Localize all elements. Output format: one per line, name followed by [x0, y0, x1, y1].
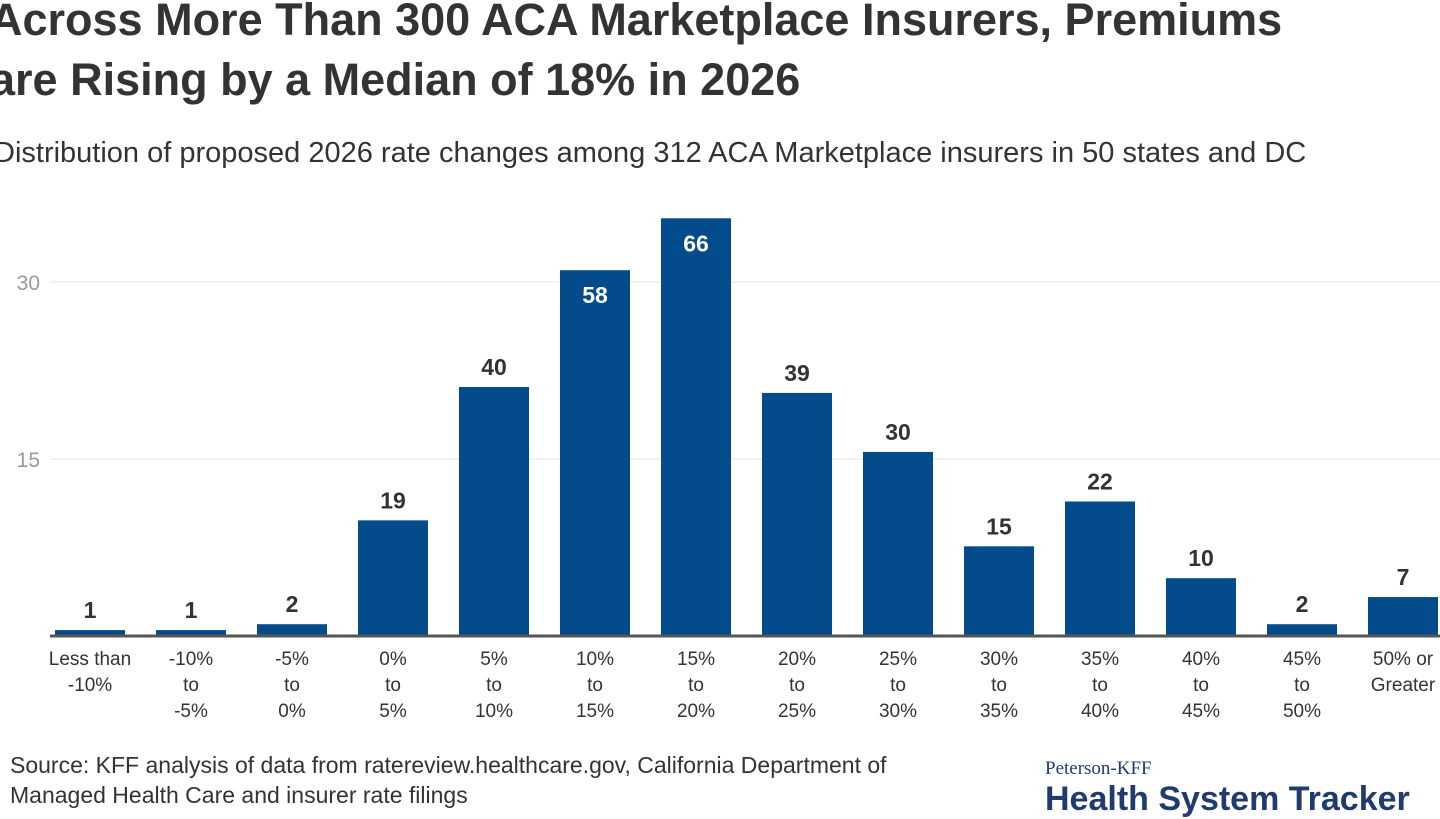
x-tick-label-8-line-0: 25%	[879, 649, 917, 670]
x-tick-label-3-line-0: 0%	[379, 649, 407, 670]
data-label-2: 2	[286, 591, 299, 617]
x-tick-label-13: 50% or Greater	[1371, 649, 1436, 696]
brand-logo-small-text: Peterson-KFF	[1045, 758, 1152, 779]
x-tick-label-3-line-1: to	[385, 675, 401, 696]
x-tick-label-7: 20% to 25%	[778, 649, 816, 722]
bar-10	[1065, 501, 1135, 636]
x-tick-label-2-line-0: -5%	[275, 649, 309, 670]
chart-subtitle: Distribution of proposed 2026 rate chang…	[0, 137, 1307, 169]
x-tick-label-6-line-0: 15%	[677, 649, 715, 670]
bar-9	[964, 546, 1034, 636]
x-tick-label-4-line-2: 10%	[475, 701, 513, 722]
x-tick-label-9: 30% to 35%	[980, 649, 1018, 722]
x-tick-label-12-line-1: to	[1294, 675, 1310, 696]
x-tick-label-5-line-0: 10%	[576, 649, 614, 670]
x-tick-label-7-line-2: 25%	[778, 701, 816, 722]
x-tick-label-2-line-1: to	[284, 675, 300, 696]
x-tick-label-3: 0% to 5%	[379, 649, 407, 722]
x-tick-label-1-line-0: -10%	[169, 649, 213, 670]
bar-3	[358, 520, 428, 636]
x-tick-label-6-line-1: to	[688, 675, 704, 696]
x-tick-label-0-line-0: Less than	[49, 649, 131, 670]
x-tick-label-11-line-1: to	[1193, 675, 1209, 696]
x-tick-label-4-line-0: 5%	[480, 649, 508, 670]
data-label-8: 30	[885, 419, 911, 445]
x-tick-label-2-line-2: 0%	[278, 701, 306, 722]
bar-6	[661, 218, 731, 636]
source-note: Source: KFF analysis of data from ratere…	[10, 750, 990, 810]
x-tick-label-8-line-1: to	[890, 675, 906, 696]
x-tick-label-6: 15% to 20%	[677, 649, 715, 722]
data-label-12: 2	[1296, 591, 1309, 617]
x-tick-label-1: -10% to -5%	[169, 649, 213, 722]
bar-2	[257, 624, 327, 636]
data-label-6: 66	[683, 230, 709, 256]
x-tick-label-7-line-1: to	[789, 675, 805, 696]
bar-4	[459, 387, 529, 636]
x-tick-label-11: 40% to 45%	[1182, 649, 1220, 722]
x-tick-label-10: 35% to 40%	[1081, 649, 1119, 722]
bar-12	[1267, 624, 1337, 636]
data-label-0: 1	[84, 597, 97, 623]
x-tick-label-9-line-0: 30%	[980, 649, 1018, 670]
x-tick-label-4: 5% to 10%	[475, 649, 513, 722]
source-line-1: Source: KFF analysis of data from ratere…	[10, 752, 887, 778]
x-tick-label-8-line-2: 30%	[879, 701, 917, 722]
data-label-3: 19	[380, 487, 406, 513]
data-label-4: 40	[481, 354, 507, 380]
bar-5	[560, 270, 630, 636]
x-tick-label-3-line-2: 5%	[379, 701, 407, 722]
brand-logo-big-text: Health System Tracker	[1045, 780, 1410, 818]
bar-11	[1166, 578, 1236, 636]
data-label-13: 7	[1397, 564, 1410, 590]
chart-title-line-1: Across More Than 300 ACA Marketplace Ins…	[0, 0, 1283, 45]
x-tick-label-13-line-0: 50% or	[1373, 649, 1434, 670]
bar-8	[863, 451, 933, 636]
x-tick-label-10-line-2: 40%	[1081, 701, 1119, 722]
x-tick-label-10-line-1: to	[1092, 675, 1108, 696]
x-tick-label-4-line-1: to	[486, 675, 502, 696]
bar-0	[55, 630, 125, 636]
x-tick-label-0: Less than -10%	[49, 649, 131, 696]
x-tick-label-11-line-2: 45%	[1182, 701, 1220, 722]
data-label-10: 22	[1087, 468, 1113, 494]
x-tick-label-12: 45% to 50%	[1283, 649, 1321, 722]
bar-chart: 15 30 1 Less than -10% 1 -10% to -5% 2 -5% to 0% 19 0%…	[17, 218, 1440, 722]
x-tick-label-0-line-1: -10%	[68, 675, 112, 696]
data-label-9: 15	[986, 513, 1012, 539]
x-tick-label-12-line-0: 45%	[1283, 649, 1321, 670]
x-tick-label-7-line-0: 20%	[778, 649, 816, 670]
x-tick-label-12-line-2: 50%	[1283, 701, 1321, 722]
y-tick-label-15: 15	[17, 449, 40, 472]
x-tick-label-6-line-2: 20%	[677, 701, 715, 722]
x-tick-label-11-line-0: 40%	[1182, 649, 1220, 670]
bar-7	[762, 392, 832, 636]
data-label-1: 1	[185, 597, 198, 623]
bar-1	[156, 630, 226, 636]
x-tick-label-1-line-1: to	[183, 675, 199, 696]
bar-13	[1368, 597, 1438, 636]
y-tick-label-30: 30	[17, 272, 40, 295]
x-tick-label-2: -5% to 0%	[275, 649, 309, 722]
data-label-11: 10	[1188, 545, 1214, 571]
x-tick-label-9-line-1: to	[991, 675, 1007, 696]
source-line-2: Managed Health Care and insurer rate fil…	[10, 782, 468, 808]
x-tick-label-13-line-1: Greater	[1371, 675, 1436, 696]
x-tick-label-9-line-2: 35%	[980, 701, 1018, 722]
data-label-5: 58	[582, 282, 608, 308]
chart-title: Across More Than 300 ACA Marketplace Ins…	[0, 0, 1440, 110]
x-tick-label-10-line-0: 35%	[1081, 649, 1119, 670]
chart-title-line-2: are Rising by a Median of 18% in 2026	[0, 54, 801, 105]
x-tick-label-8: 25% to 30%	[879, 649, 917, 722]
x-tick-label-5-line-2: 15%	[576, 701, 614, 722]
data-label-7: 39	[784, 360, 810, 386]
x-tick-label-5: 10% to 15%	[576, 649, 614, 722]
x-tick-label-1-line-2: -5%	[174, 701, 208, 722]
x-tick-label-5-line-1: to	[587, 675, 603, 696]
